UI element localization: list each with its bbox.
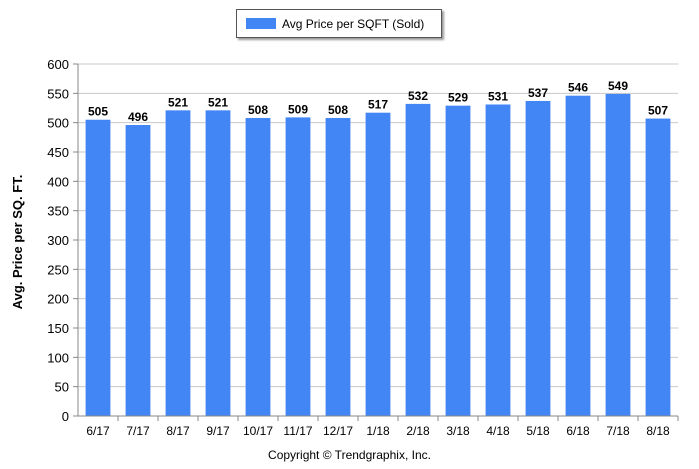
bar-value-label: 521 bbox=[168, 95, 188, 109]
bar-value-label: 508 bbox=[248, 103, 268, 117]
y-tick-label: 500 bbox=[47, 116, 69, 131]
bar-value-label: 496 bbox=[128, 110, 148, 124]
bar-value-label: 508 bbox=[328, 103, 348, 117]
bar-value-label: 507 bbox=[648, 104, 668, 118]
x-tick-label: 5/18 bbox=[526, 424, 550, 438]
bar bbox=[445, 105, 471, 417]
bar bbox=[365, 112, 391, 417]
y-tick-label: 400 bbox=[47, 174, 69, 189]
x-tick-label: 1/18 bbox=[366, 424, 390, 438]
bar-value-label: 537 bbox=[528, 86, 548, 100]
bar bbox=[405, 103, 431, 416]
bar bbox=[245, 117, 271, 417]
x-tick-label: 10/17 bbox=[243, 424, 273, 438]
x-tick-label: 8/18 bbox=[646, 424, 670, 438]
x-tick-label: 7/17 bbox=[126, 424, 150, 438]
bar-value-label: 505 bbox=[88, 105, 108, 119]
bar-value-label: 521 bbox=[208, 95, 228, 109]
x-tick-label: 3/18 bbox=[446, 424, 470, 438]
bar bbox=[205, 110, 231, 416]
bar bbox=[85, 119, 111, 416]
legend-swatch bbox=[246, 18, 276, 29]
bar-value-label: 532 bbox=[408, 89, 428, 103]
bar-value-label: 546 bbox=[568, 81, 588, 95]
bar bbox=[605, 93, 631, 417]
y-tick-label: 550 bbox=[47, 86, 69, 101]
y-tick-label: 0 bbox=[62, 409, 69, 424]
x-tick-label: 11/17 bbox=[283, 424, 312, 438]
y-tick-label: 50 bbox=[55, 380, 69, 395]
bars bbox=[85, 93, 671, 417]
bar-value-label: 517 bbox=[368, 98, 388, 112]
x-tick-label: 6/18 bbox=[566, 424, 590, 438]
bar bbox=[565, 95, 591, 417]
y-tick-label: 100 bbox=[47, 350, 69, 365]
legend: Avg Price per SQFT (Sold) bbox=[236, 9, 442, 38]
x-tick-label: 4/18 bbox=[486, 424, 510, 438]
y-tick-label: 300 bbox=[47, 233, 69, 248]
bar bbox=[325, 117, 351, 417]
bar-value-label: 509 bbox=[288, 102, 308, 116]
x-tick-label: 12/17 bbox=[323, 424, 353, 438]
x-tick-label: 6/17 bbox=[86, 424, 110, 438]
y-tick-label: 150 bbox=[47, 321, 69, 336]
x-tick-label: 9/17 bbox=[206, 424, 230, 438]
bar bbox=[285, 117, 311, 417]
bar-value-label: 531 bbox=[488, 89, 508, 103]
data-labels: 505 496 521 521 508 509 508 517 532 529 531 537 546 5… bbox=[88, 79, 668, 124]
bar bbox=[125, 125, 151, 416]
bar-value-label: 549 bbox=[608, 79, 628, 93]
y-tick-label: 600 bbox=[47, 57, 69, 72]
x-tick-label: 8/17 bbox=[166, 424, 190, 438]
bar bbox=[165, 110, 191, 416]
y-tick-label: 200 bbox=[47, 292, 69, 307]
x-tick-label: 7/18 bbox=[606, 424, 630, 438]
bar bbox=[645, 118, 671, 416]
bar bbox=[485, 104, 511, 416]
axes: 0 50 100 150 200 250 300 350 400 450 500 550 600 6/17… bbox=[47, 57, 679, 438]
y-tick-label: 250 bbox=[47, 262, 69, 277]
y-axis-title: Avg. Price per SQ. FT. bbox=[10, 175, 25, 310]
y-tick-label: 350 bbox=[47, 204, 69, 219]
legend-label: Avg Price per SQFT (Sold) bbox=[282, 16, 425, 31]
bar bbox=[525, 100, 551, 417]
y-tick-label: 450 bbox=[47, 145, 69, 160]
copyright-text: Copyright © Trendgraphix, Inc. bbox=[268, 448, 431, 462]
x-tick-label: 2/18 bbox=[406, 424, 430, 438]
bar-value-label: 529 bbox=[448, 91, 468, 105]
